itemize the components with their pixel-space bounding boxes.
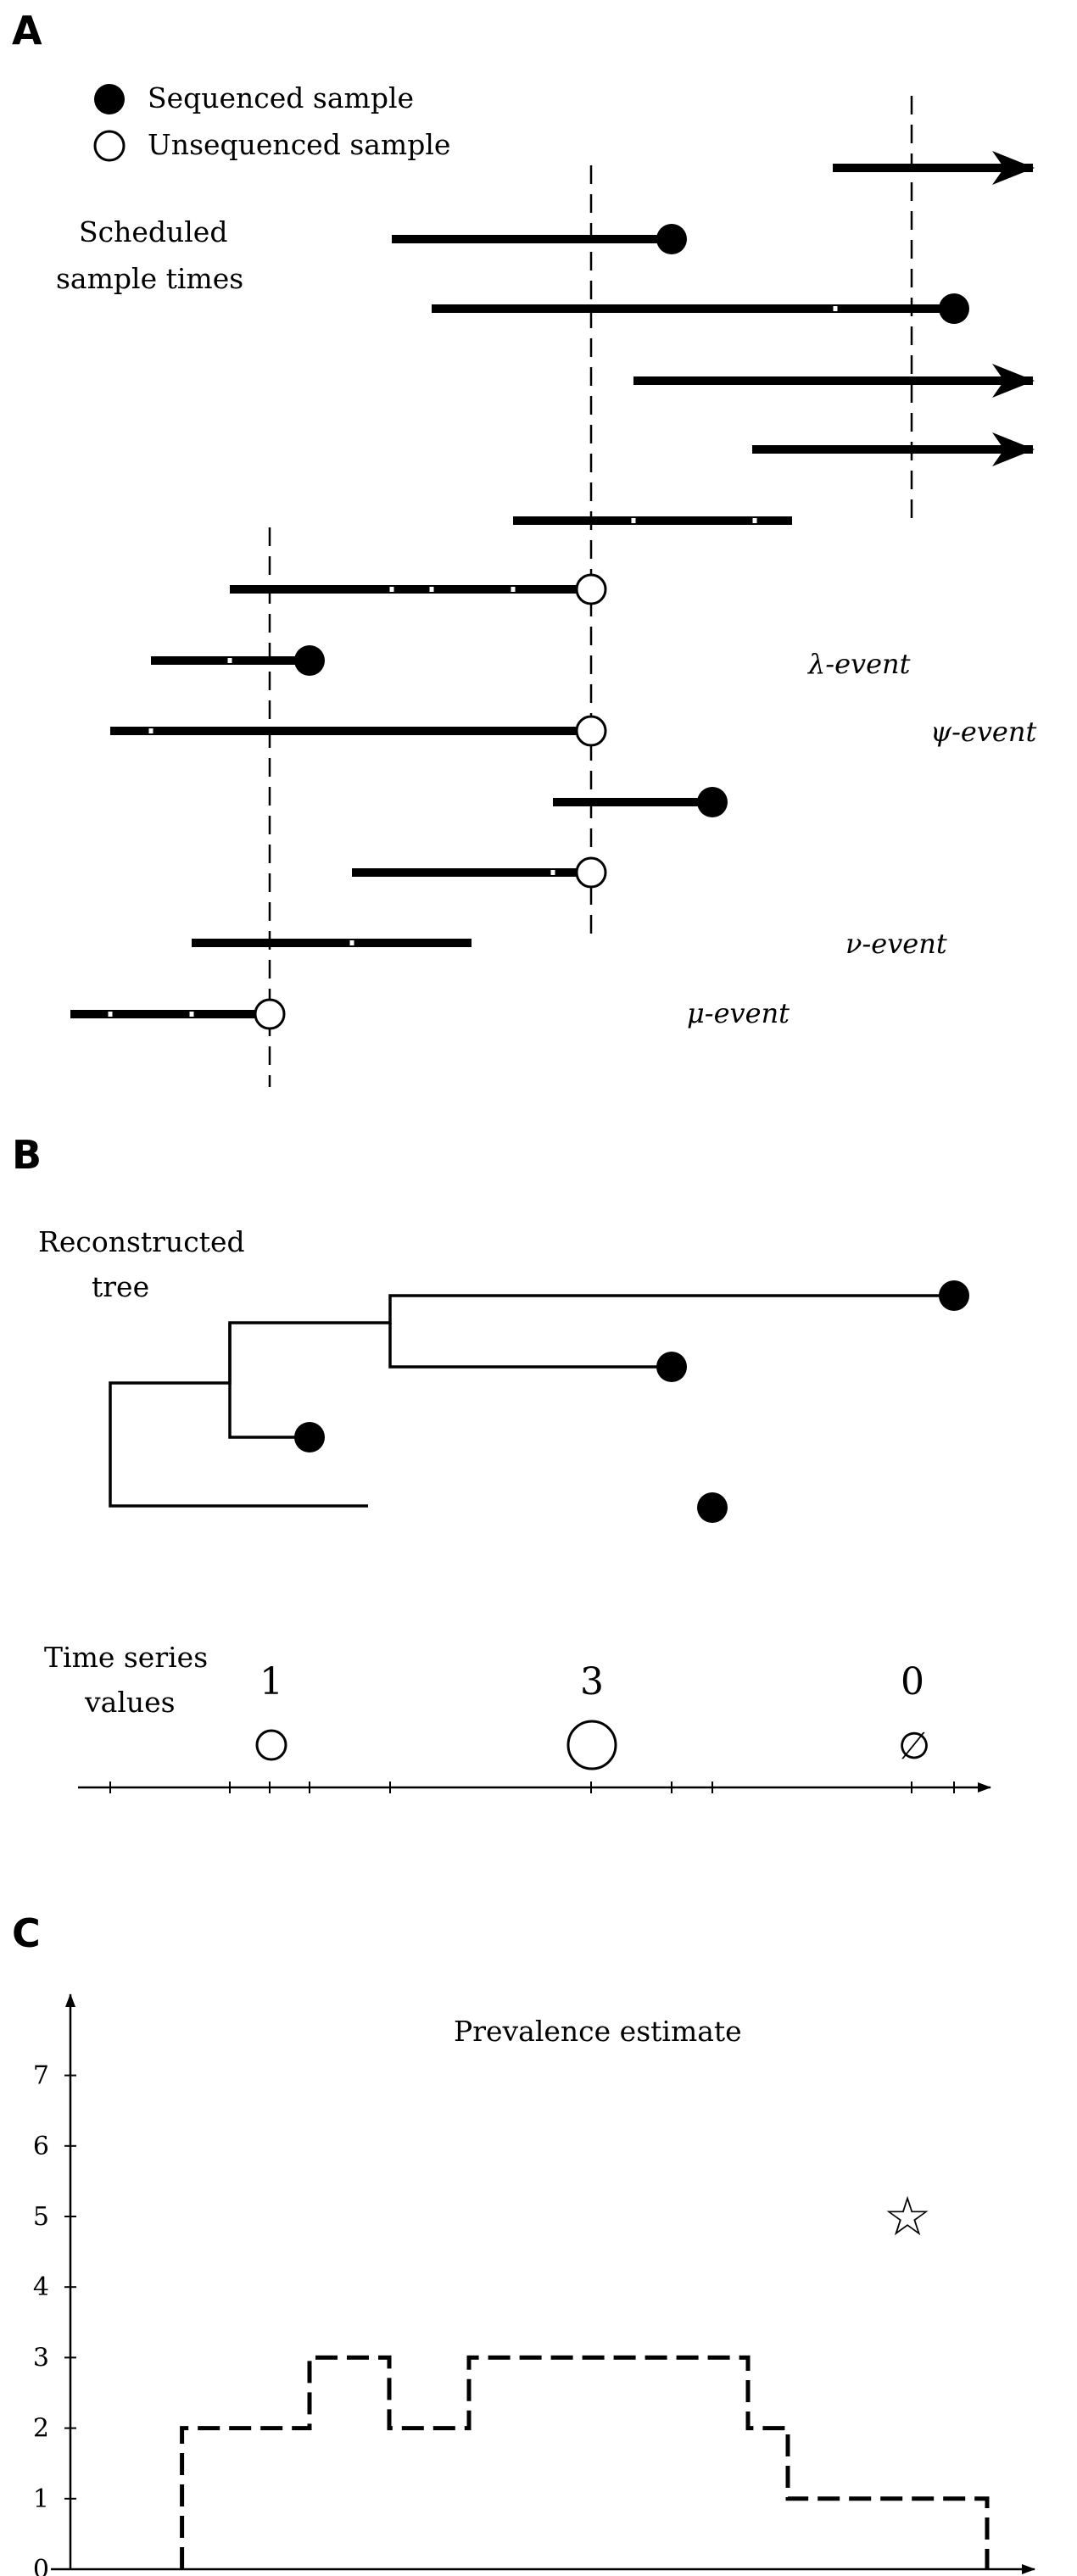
sequenced-marker-icon (94, 84, 125, 114)
prevalence-step-line (180, 2355, 990, 2569)
scheduled-sample-times-label: Scheduled sample times (56, 215, 243, 295)
empty-set-icon: ∅ (898, 1725, 930, 1768)
unsequenced-sample (575, 715, 607, 747)
mu-event-label: μ-event (687, 997, 790, 1029)
sequenced-sample (939, 293, 969, 324)
tree-tip (294, 1422, 325, 1452)
tree-tips (294, 1280, 969, 1523)
prevalence-series (180, 2355, 990, 2569)
unsequenced-sample (575, 856, 607, 889)
sample-markers (254, 224, 969, 1030)
sequenced-sample (656, 224, 687, 254)
small-circle-icon (255, 1729, 287, 1761)
legend-unsequenced-label: Unsequenced sample (148, 128, 450, 161)
chart-title: Prevalence estimate (454, 2015, 742, 2048)
y-tick-label: 3 (33, 2343, 49, 2372)
y-axis-tick-labels: 0 1 2 3 4 5 6 7 (33, 2061, 49, 2576)
y-tick-label: 4 (33, 2272, 49, 2302)
panel-c: C Prevalence estimate 0 1 2 3 4 5 6 7 ☆ (12, 1910, 1035, 2576)
time-series-value: 3 (580, 1660, 604, 1703)
y-tick-label: 0 (33, 2555, 49, 2576)
reconstructed-tree-label: Reconstructed tree (38, 1225, 254, 1303)
time-series-value: 1 (259, 1660, 283, 1703)
panel-b-label: B (12, 1132, 42, 1178)
legend: Sequenced sample Unsequenced sample (93, 81, 450, 162)
y-tick-label: 6 (33, 2132, 49, 2161)
y-tick-label: 5 (33, 2202, 49, 2232)
panel-b: B Reconstructed tree Time series values … (12, 1132, 991, 1793)
lambda-event-label: λ-event (806, 648, 911, 680)
unsequenced-sample (575, 573, 607, 605)
reconstructed-tree (109, 1294, 954, 1508)
unsequenced-marker-icon (93, 130, 126, 162)
tree-tip (697, 1492, 728, 1523)
scheduled-time-ticks (108, 306, 838, 1017)
y-tick-label: 7 (33, 2061, 49, 2091)
y-tick-label: 1 (33, 2484, 49, 2514)
tree-tip (939, 1280, 969, 1311)
y-tick-label: 2 (33, 2414, 49, 2444)
panel-c-label: C (12, 1910, 41, 1956)
time-axis-ticks (109, 1781, 955, 1793)
chart-markers: ☆ (883, 2186, 931, 2249)
time-series-value: 0 (901, 1660, 924, 1703)
large-circle-icon (566, 1720, 617, 1770)
legend-sequenced-label: Sequenced sample (148, 81, 414, 114)
y-axis-ticks (64, 2074, 76, 2570)
sequenced-sample (294, 645, 325, 676)
nu-event-label: ν-event (845, 928, 947, 960)
panel-a: A Sequenced sample Unsequenced sample Sc… (12, 8, 1036, 1087)
time-series-values-label: Time series values (44, 1641, 217, 1719)
sequenced-sample (697, 787, 728, 817)
unsequenced-sample (254, 998, 286, 1030)
tree-tip (656, 1352, 687, 1382)
star-icon: ☆ (883, 2186, 931, 2249)
panel-a-label: A (12, 8, 42, 53)
psi-event-label: ψ-event (930, 716, 1036, 748)
